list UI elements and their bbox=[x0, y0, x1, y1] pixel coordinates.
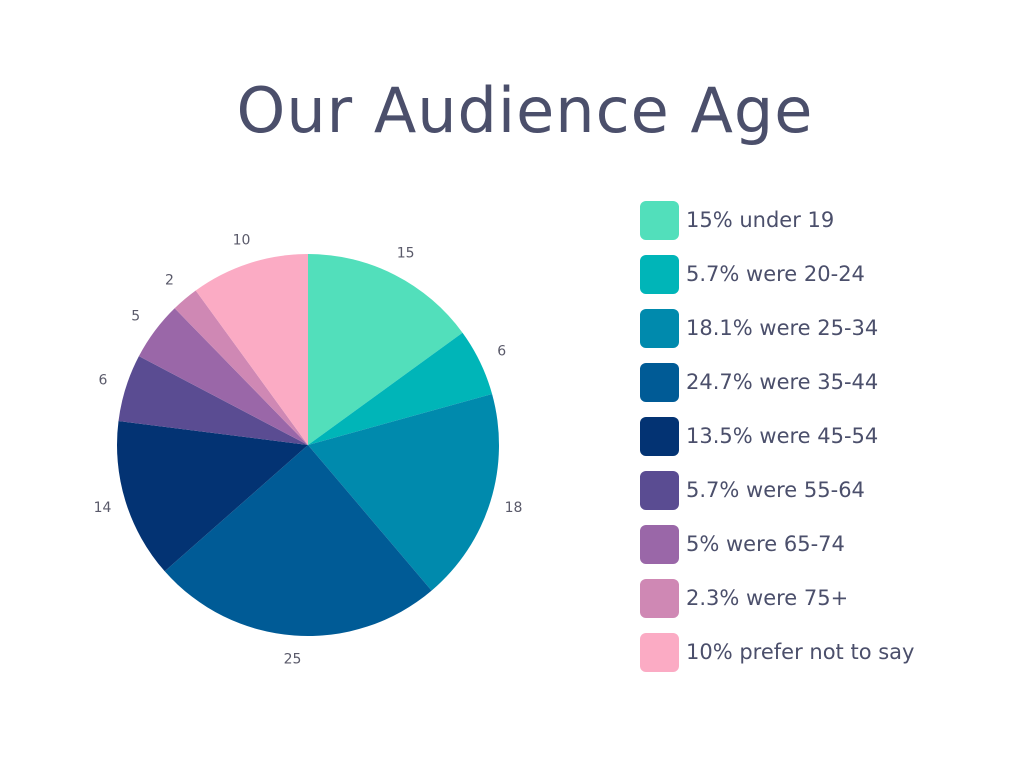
pie-slice-5 bbox=[118, 356, 308, 445]
pie-slice-1 bbox=[308, 332, 493, 445]
legend-swatch bbox=[640, 524, 679, 564]
legend-item: 13.5% were 45-54 bbox=[640, 409, 914, 463]
pie-slice-label: 15 bbox=[397, 245, 415, 261]
legend-label: 5% were 65-74 bbox=[686, 532, 845, 556]
legend-swatch bbox=[640, 578, 679, 618]
chart-legend: 15% under 19 5.7% were 20-24 18.1% were 25… bbox=[640, 193, 914, 679]
legend-label: 13.5% were 45-54 bbox=[686, 424, 879, 448]
legend-item: 15% under 19 bbox=[640, 193, 914, 247]
chart-title: Our Audience Age bbox=[236, 74, 814, 147]
legend-label: 18.1% were 25-34 bbox=[686, 316, 879, 340]
pie-slice-8 bbox=[195, 254, 308, 445]
legend-label: 2.3% were 75+ bbox=[686, 586, 849, 610]
pie-slice-7 bbox=[174, 290, 308, 445]
pie-slice-label: 10 bbox=[233, 233, 251, 249]
pie-slice-label: 6 bbox=[98, 372, 107, 388]
legend-swatch bbox=[640, 470, 679, 510]
legend-swatch bbox=[640, 362, 679, 402]
legend-label: 5.7% were 55-64 bbox=[686, 478, 865, 502]
legend-item: 5% were 65-74 bbox=[640, 517, 914, 571]
legend-swatch bbox=[640, 416, 679, 456]
pie-slice-label: 14 bbox=[94, 500, 112, 516]
legend-swatch bbox=[640, 632, 679, 672]
legend-item: 5.7% were 20-24 bbox=[640, 247, 914, 301]
legend-swatch bbox=[640, 254, 679, 294]
legend-swatch bbox=[640, 200, 679, 240]
pie-slice-6 bbox=[138, 308, 308, 445]
pie-slice-4 bbox=[117, 421, 308, 572]
pie-slice-label: 2 bbox=[165, 273, 174, 289]
pie-slice-2 bbox=[308, 394, 500, 591]
legend-item: 10% prefer not to say bbox=[640, 625, 914, 679]
pie-slice-label: 5 bbox=[131, 308, 140, 324]
pie-slice-label: 6 bbox=[497, 344, 506, 360]
legend-item: 2.3% were 75+ bbox=[640, 571, 914, 625]
legend-item: 18.1% were 25-34 bbox=[640, 301, 914, 355]
legend-label: 10% prefer not to say bbox=[686, 640, 915, 664]
pie-slice-0 bbox=[308, 254, 463, 445]
pie-slice-label: 25 bbox=[284, 651, 302, 667]
legend-swatch bbox=[640, 308, 679, 348]
legend-item: 24.7% were 35-44 bbox=[640, 355, 914, 409]
pie-slice-3 bbox=[164, 445, 432, 636]
legend-label: 15% under 19 bbox=[686, 208, 835, 232]
pie-slice-label: 18 bbox=[505, 500, 523, 516]
legend-label: 5.7% were 20-24 bbox=[686, 262, 865, 286]
legend-item: 5.7% were 55-64 bbox=[640, 463, 914, 517]
legend-label: 24.7% were 35-44 bbox=[686, 370, 879, 394]
